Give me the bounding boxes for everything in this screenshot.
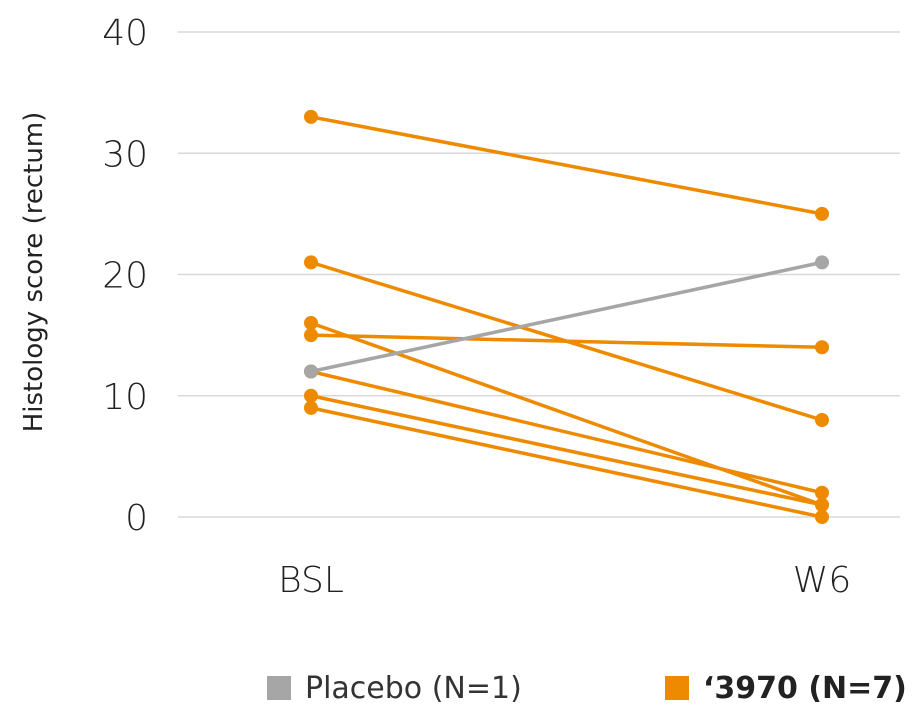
series-1-point-5-0 xyxy=(304,388,318,403)
series-1-point-1-1 xyxy=(815,413,829,427)
legend-3970-swatch xyxy=(665,676,689,700)
series-0-line-0 xyxy=(310,260,823,374)
series-1-point-5-1 xyxy=(815,497,829,512)
x-tick-label-bsl: BSL xyxy=(278,560,344,601)
legend-3970: ‘3970 (N=7) xyxy=(665,668,907,708)
x-tick-label-w6: W6 xyxy=(793,560,852,601)
series-0 xyxy=(304,255,829,379)
series-1-point-6-1 xyxy=(815,510,829,524)
series-1-point-3-1 xyxy=(815,340,829,355)
y-tick-label-0: 0 xyxy=(125,498,148,539)
series-layer xyxy=(304,109,829,524)
y-tick-label-30: 30 xyxy=(102,134,148,175)
series-1-point-4-1 xyxy=(815,485,829,500)
legend-3970-label: ‘3970 (N=7) xyxy=(703,670,907,706)
y-tick-label-20: 20 xyxy=(102,256,148,297)
series-0-point-0-0 xyxy=(304,364,318,379)
series-1-line-3 xyxy=(310,333,823,349)
series-0-point-0-1 xyxy=(815,255,829,270)
series-1-point-0-1 xyxy=(815,206,829,221)
series-1-line-4 xyxy=(310,369,823,495)
series-1-point-6-0 xyxy=(304,400,318,415)
y-tick-label-40: 40 xyxy=(102,13,148,54)
series-1-point-3-0 xyxy=(304,328,318,343)
x-axis-ticks: BSL W6 xyxy=(278,560,851,601)
legend-placebo-label: Placebo (N=1) xyxy=(305,670,522,706)
series-1-line-5 xyxy=(310,394,823,507)
series-1-point-1-0 xyxy=(304,255,318,270)
series-1-line-6 xyxy=(310,406,823,519)
series-1-point-2-0 xyxy=(304,316,318,330)
legend-placebo: Placebo (N=1) xyxy=(267,668,522,708)
y-tick-label-10: 10 xyxy=(102,377,148,418)
y-axis-ticks: 0 10 20 30 40 xyxy=(102,13,148,539)
series-1-line-2 xyxy=(310,321,823,507)
series-1-point-0-0 xyxy=(304,109,318,124)
legend-placebo-swatch xyxy=(267,676,291,700)
gridlines xyxy=(178,31,900,518)
y-axis-label: Histology score (rectum) xyxy=(19,112,49,433)
series-1-line-0 xyxy=(310,115,823,216)
